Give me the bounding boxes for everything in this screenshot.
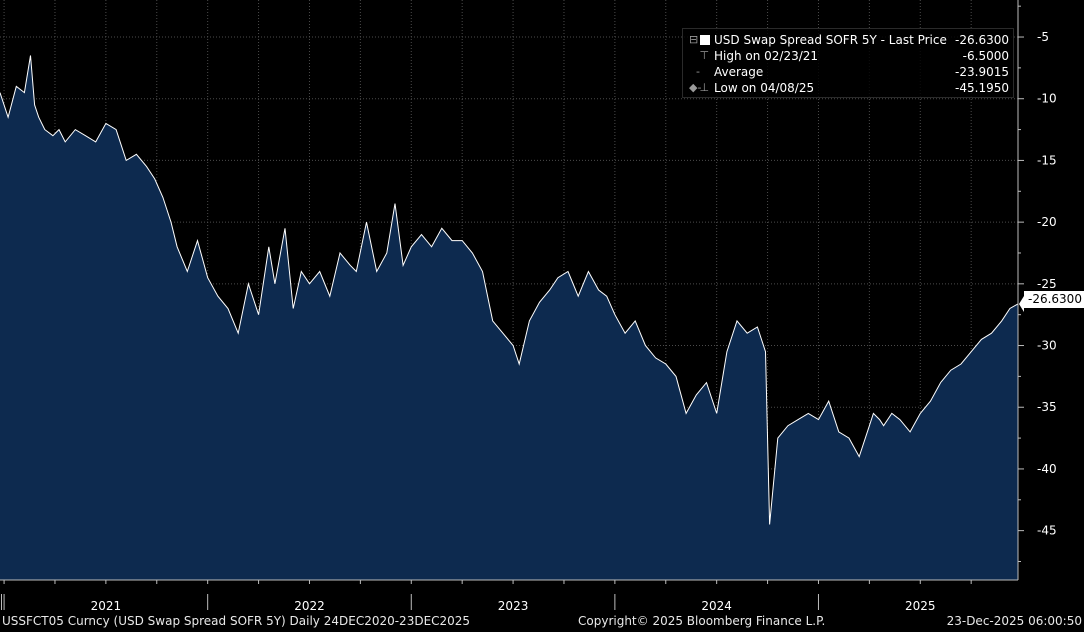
collapse-icon[interactable]: ⊟ (689, 33, 699, 46)
high-marker-icon: ⊤ (689, 49, 710, 62)
legend-row-low: ⊥ Low on 04/08/25 -45.1950 (683, 80, 1015, 96)
y-tick-label: -40 (1037, 462, 1057, 476)
x-tick-label: 2025 (905, 599, 936, 613)
legend: ⊟ USD Swap Spread SOFR 5Y - Last Price -… (682, 28, 1014, 98)
x-tick-label: 2023 (498, 599, 529, 613)
legend-average-label: Average (714, 65, 764, 79)
x-tick-label: 2022 (294, 599, 325, 613)
legend-high-label: High on 02/23/21 (714, 49, 819, 63)
y-tick-label: -35 (1037, 400, 1057, 414)
footer-timestamp: 23-Dec-2025 06:00:50 (946, 614, 1082, 628)
series-area (0, 55, 1018, 580)
legend-average-value: -23.9015 (955, 65, 1009, 79)
y-tick-label: -20 (1037, 215, 1057, 229)
legend-row-series: ⊟ USD Swap Spread SOFR 5Y - Last Price -… (683, 32, 1015, 48)
legend-series-title: USD Swap Spread SOFR 5Y - Last Price (714, 33, 947, 47)
footer-copyright: Copyright© 2025 Bloomberg Finance L.P. (578, 614, 826, 628)
y-tick-label: -45 (1037, 524, 1057, 538)
legend-low-label: Low on 04/08/25 (714, 81, 815, 95)
series-line (0, 55, 1019, 525)
legend-row-high: ⊤ High on 02/23/21 -6.5000 (683, 48, 1015, 64)
y-tick-label: -10 (1037, 92, 1057, 106)
legend-low-value: -45.1950 (955, 81, 1009, 95)
y-tick-label: -30 (1037, 339, 1057, 353)
legend-high-value: -6.5000 (962, 49, 1009, 63)
y-tick-label: -15 (1037, 153, 1057, 167)
legend-last-price: -26.6300 (955, 33, 1009, 47)
y-axis: -5 -10 -15 -20 -25 -30 -35 -40 -45 (1017, 0, 1057, 580)
footer-description: USSFCT05 Curncy (USD Swap Spread SOFR 5Y… (2, 614, 471, 628)
series-swatch-icon (700, 35, 710, 45)
x-axis: 2021 2022 2023 2024 2025 (0, 579, 1018, 613)
legend-row-average: -◆- Average -23.9015 (683, 64, 1015, 94)
x-tick-label: 2021 (91, 599, 122, 613)
last-value-badge: -26.6300 (1024, 291, 1084, 308)
low-marker-icon: ⊥ (689, 81, 710, 94)
x-tick-label: 2024 (701, 599, 732, 613)
average-marker-icon: -◆- (689, 65, 702, 94)
y-tick-label: -5 (1037, 30, 1049, 44)
last-value-pointer (1019, 295, 1024, 312)
y-tick-label: -25 (1037, 277, 1057, 291)
